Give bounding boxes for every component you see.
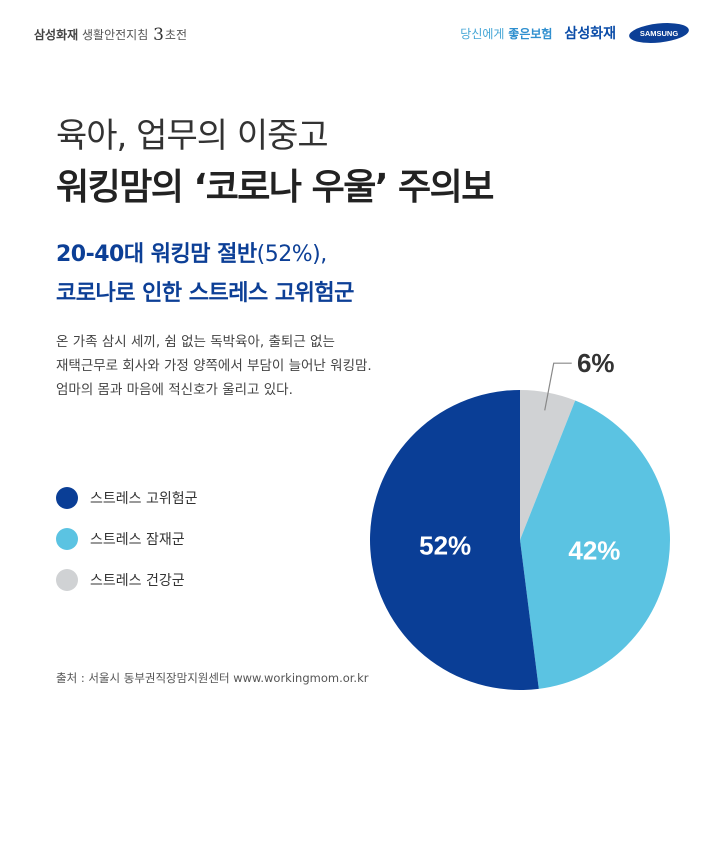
leader-line (544, 362, 572, 411)
legend-label: 스트레스 잠재군 (90, 532, 185, 548)
company-brand: 당신에게 좋은보험 삼성화재 SAMSUNG (460, 22, 690, 44)
company-name: 삼성화재 (564, 26, 616, 42)
pie-slice (520, 390, 576, 540)
brand-left-sub: 생활안전지침 (82, 28, 149, 42)
brand-left-suffix: 초전 (164, 28, 187, 42)
legend-item: 스트레스 잠재군 (56, 526, 198, 552)
legend-item: 스트레스 고위험군 (56, 485, 198, 511)
legend-swatch (56, 487, 78, 509)
body-line-2: 재택근무로 회사와 가정 양쪽에서 부담이 늘어난 워킹맘. (56, 358, 372, 374)
header-bar: 삼성화재 생활안전지침 3초전 당신에게 좋은보험 삼성화재 SAMSUNG (0, 0, 720, 70)
legend-label: 스트레스 건강군 (90, 573, 185, 589)
legend-swatch (56, 528, 78, 550)
slice-data-label: 6% (577, 348, 615, 378)
legend-label: 스트레스 고위험군 (90, 491, 198, 507)
pie-slice (520, 400, 670, 689)
subtitle-line-1: 20-40대 워킹맘 절반(52%), (56, 236, 327, 268)
brand-left-main: 삼성화재 (34, 28, 79, 42)
body-paragraph: 온 가족 삼시 세끼, 쉼 없는 독박육아, 출퇴근 없는 재택근무로 회사와 … (56, 330, 476, 402)
body-line-3: 엄마의 몸과 마음에 적신호가 울리고 있다. (56, 382, 293, 398)
slice-data-label: 42% (568, 535, 620, 565)
logo-text: SAMSUNG (640, 29, 679, 38)
subtitle-line-1-bold: 20-40대 워킹맘 절반 (56, 242, 257, 267)
legend-item: 스트레스 건강군 (56, 567, 198, 593)
slice-data-label: 52% (419, 531, 471, 561)
tagline: 당신에게 좋은보험 (460, 25, 552, 42)
pie-slice (370, 390, 539, 690)
body-line-1: 온 가족 삼시 세끼, 쉼 없는 독박육아, 출퇴근 없는 (56, 334, 335, 350)
series-brand: 삼성화재 생활안전지침 3초전 (34, 25, 187, 45)
subtitle-line-1-light: (52%), (256, 242, 328, 267)
brand-left-number: 3 (153, 25, 164, 45)
legend-swatch (56, 569, 78, 591)
subtitle-line-2: 코로나로 인한 스트레스 고위험군 (56, 281, 354, 306)
tagline-prefix: 당신에게 (460, 26, 505, 41)
tagline-bold: 좋은보험 (508, 26, 553, 41)
title-line-1: 육아, 업무의 이중고 (56, 116, 329, 156)
title-line-2: 워킹맘의 ‘코로나 우울’ 주의보 (56, 167, 494, 208)
samsung-logo: SAMSUNG (629, 23, 689, 43)
source-note: 출처 : 서울시 동부권직장맘지원센터 www.workingmom.or.kr (56, 671, 369, 685)
